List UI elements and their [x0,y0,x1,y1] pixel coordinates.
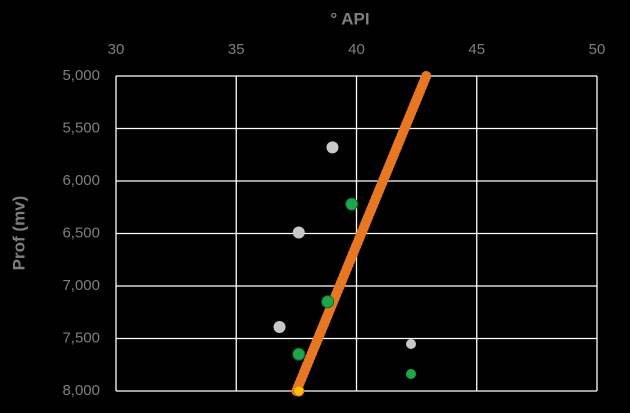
y-tick-label: 7,000 [62,277,100,294]
y-tick-label: 5,500 [62,119,100,136]
y-axis-title: Prof (mv) [9,196,28,271]
x-tick-label: 45 [468,41,485,58]
legend-marker [406,339,416,349]
point [292,226,305,239]
legend-marker [406,369,416,379]
x-tick-label: 50 [589,41,606,58]
line-series-core [292,72,430,395]
y-tick-label: 6,000 [62,172,100,189]
y-tick-label: 5,000 [62,67,100,84]
x-tick-label: 35 [228,41,245,58]
point [292,347,306,361]
x-tick-label: 40 [348,41,365,58]
y-tick-label: 6,500 [62,224,100,241]
point [321,295,335,309]
point [345,197,359,211]
point [293,385,305,397]
x-tick-label: 30 [108,41,125,58]
x-axis-title: ° API [330,9,369,28]
point [273,320,286,333]
y-tick-label: 8,000 [62,382,100,399]
y-tick-label: 7,500 [62,329,100,346]
point [326,141,339,154]
